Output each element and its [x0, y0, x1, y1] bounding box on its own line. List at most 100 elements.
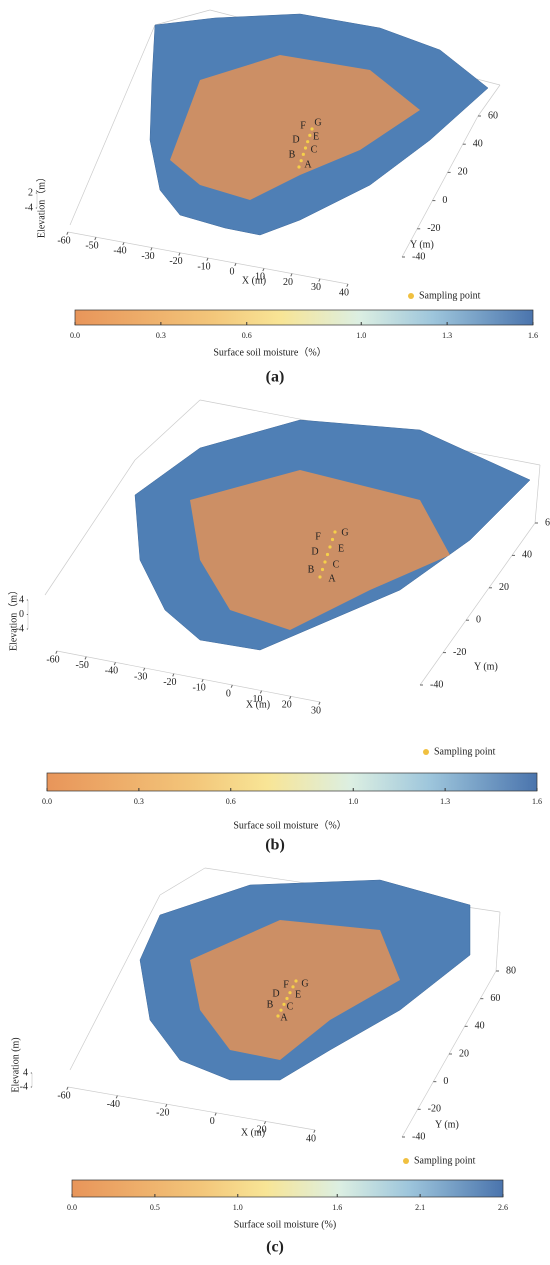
sampling-point: [282, 1002, 286, 1006]
x-tick: [206, 257, 209, 261]
y-tick-label: -20: [428, 1104, 441, 1115]
point-label: D: [272, 988, 279, 999]
colorbar-tick-label: 0.3: [134, 797, 144, 806]
x-tick: [55, 650, 58, 654]
x-tick-label: -40: [113, 246, 126, 257]
x-tick: [150, 247, 153, 251]
x-tick: [172, 673, 175, 677]
x-tick-label: -30: [141, 251, 154, 262]
y-tick-label: -40: [412, 251, 425, 262]
x-tick-label: 20: [283, 277, 293, 288]
x-tick-label: 0: [226, 688, 231, 699]
x-tick-label: -60: [57, 235, 70, 246]
y-tick-label: 40: [473, 138, 483, 149]
colorbar: [46, 772, 538, 792]
y-tick-label: 80: [506, 965, 516, 976]
sampling-point: [323, 560, 327, 564]
legend-label: Sampling point: [434, 746, 496, 757]
x-tick-label: -20: [169, 256, 182, 267]
colorbar-tick-label: 0.6: [226, 797, 236, 806]
x-tick-label: -40: [107, 1099, 120, 1110]
x-tick-label: 10: [253, 694, 263, 705]
z-tick-label: -4: [20, 1081, 28, 1092]
sampling-point: [310, 127, 314, 131]
point-label: E: [295, 989, 301, 1000]
x-tick: [289, 696, 292, 700]
x-tick-label: -50: [76, 660, 89, 671]
x-tick-label: -60: [57, 1090, 70, 1101]
point-label: B: [308, 564, 315, 575]
sampling-point: [306, 140, 310, 144]
point-label: A: [328, 573, 336, 584]
colorbar-tick-label: 1.0: [233, 1203, 243, 1212]
y-axis-label: Y (m): [435, 1119, 459, 1130]
x-tick-label: 0: [230, 266, 235, 277]
x-tick: [263, 1121, 267, 1125]
x-tick-label: 40: [339, 287, 349, 298]
colorbar-tick-label: 1.6: [528, 331, 538, 340]
x-tick: [94, 236, 97, 241]
x-tick-label: -20: [163, 677, 176, 688]
x-tick: [178, 252, 181, 256]
z-axis-label: Elevation（m）: [35, 172, 47, 238]
colorbar-label: Surface soil moisture (%): [234, 1219, 336, 1230]
y-axis: [401, 115, 479, 258]
z-tick-label: 2: [28, 187, 33, 198]
y-tick-label: 0: [443, 1076, 448, 1087]
surface-dry-area: [190, 920, 400, 1060]
x-tick: [115, 1095, 118, 1099]
x-tick-label: 0: [210, 1116, 215, 1127]
y-tick-label: 60: [488, 110, 498, 121]
bounding-box: [495, 911, 501, 972]
point-label: G: [314, 117, 321, 128]
z-tick-label: -4: [25, 202, 33, 213]
sampling-point: [308, 133, 312, 137]
sampling-point: [333, 530, 337, 534]
z-axis-label: Elevation (m): [10, 1037, 21, 1092]
x-tick-label: 10: [255, 272, 265, 283]
x-tick-label: 20: [257, 1125, 267, 1136]
point-label: G: [301, 978, 308, 989]
colorbar-tick-label: 0.0: [70, 331, 80, 340]
sampling-point: [325, 552, 330, 557]
y-tick-label: 40: [475, 1021, 485, 1032]
colorbar-tick-label: 0.3: [156, 331, 166, 340]
point-label: B: [289, 149, 296, 160]
point-label: E: [338, 543, 344, 554]
colorbar-label: Surface soil moisture（%）: [213, 346, 326, 358]
x-tick-label: -10: [197, 261, 210, 272]
y-tick-label: 20: [458, 167, 468, 178]
x-tick: [66, 231, 69, 235]
y-axis-label: Y (m): [410, 239, 434, 250]
x-tick: [259, 690, 263, 694]
colorbar-label: Surface soil moisture（%）: [233, 819, 346, 831]
z-tick-label: 4: [23, 1067, 28, 1078]
colorbar-tick-label: 1.6: [532, 797, 542, 806]
x-tick: [143, 667, 146, 671]
colorbar-tick-label: 2.1: [415, 1203, 425, 1212]
y-tick-label: 60: [490, 993, 500, 1004]
point-label: A: [280, 1012, 288, 1023]
colorbar: [74, 309, 534, 326]
z-tick-label: 4: [19, 594, 24, 605]
x-tick: [165, 1103, 168, 1108]
x-tick-label: 30: [311, 705, 321, 716]
colorbar-tick-label: 1.6: [332, 1203, 342, 1212]
point-label: F: [283, 979, 289, 990]
sampling-point: [299, 159, 303, 163]
y-tick-label: 0: [442, 195, 447, 206]
y-tick-label: -20: [453, 647, 466, 658]
x-tick: [122, 242, 125, 246]
x-tick-label: 40: [306, 1133, 316, 1144]
x-tick: [290, 273, 293, 277]
bounding-box: [154, 9, 211, 26]
y-tick-label: -20: [427, 223, 440, 234]
sampling-point: [301, 152, 305, 156]
y-axis-label: Y (m): [474, 661, 498, 672]
point-label: C: [287, 1001, 294, 1012]
bounding-box: [44, 459, 136, 596]
x-tick: [318, 701, 321, 705]
x-tick: [230, 684, 233, 688]
colorbar-tick-label: 0.0: [42, 797, 52, 806]
point-label: F: [315, 531, 321, 542]
